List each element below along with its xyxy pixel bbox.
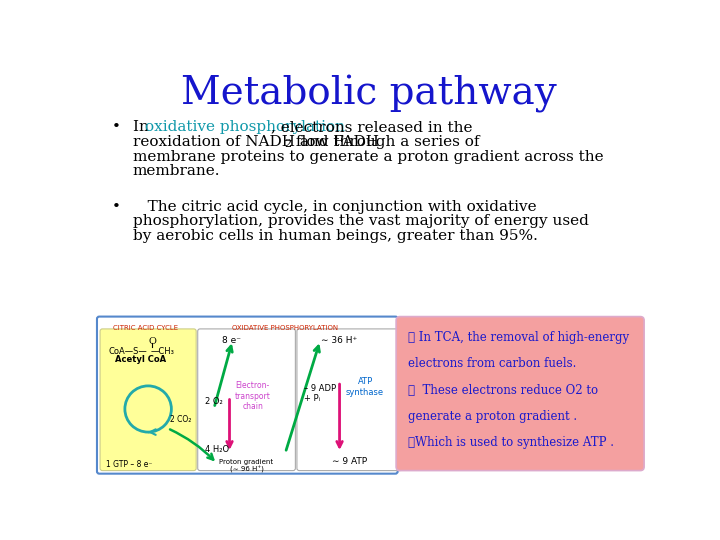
- Text: CITRIC ACID CYCLE: CITRIC ACID CYCLE: [113, 325, 179, 331]
- Text: oxidative phosphorylation: oxidative phosphorylation: [145, 120, 345, 134]
- FancyBboxPatch shape: [100, 329, 196, 470]
- Text: ✓  These electrons reduce O2 to: ✓ These electrons reduce O2 to: [408, 383, 598, 396]
- Text: flow through a series of: flow through a series of: [291, 135, 480, 149]
- Text: reoxidation of NADH and FADH: reoxidation of NADH and FADH: [132, 135, 379, 149]
- Text: Acetyl CoA: Acetyl CoA: [114, 355, 166, 364]
- Text: In: In: [132, 120, 153, 134]
- FancyBboxPatch shape: [396, 316, 644, 470]
- Text: 1 GTP – 8 e⁻: 1 GTP – 8 e⁻: [107, 460, 153, 469]
- Text: •: •: [112, 120, 120, 134]
- Text: Electron-
transport
chain: Electron- transport chain: [235, 381, 271, 411]
- Text: O: O: [149, 338, 157, 346]
- Text: membrane proteins to generate a proton gradient across the: membrane proteins to generate a proton g…: [132, 150, 603, 164]
- Text: – 9 ADP
+ Pᵢ: – 9 ADP + Pᵢ: [304, 383, 336, 403]
- Text: electrons from carbon fuels.: electrons from carbon fuels.: [408, 357, 576, 370]
- Text: CoA—S—: CoA—S—: [109, 347, 148, 356]
- Text: —CH₃: —CH₃: [150, 347, 174, 356]
- Text: ✓ In TCA, the removal of high-energy: ✓ In TCA, the removal of high-energy: [408, 331, 629, 344]
- Text: membrane.: membrane.: [132, 164, 220, 178]
- Text: OXIDATIVE PHOSPHORYLATION: OXIDATIVE PHOSPHORYLATION: [233, 325, 338, 331]
- Text: 2: 2: [284, 139, 292, 150]
- FancyBboxPatch shape: [297, 329, 402, 470]
- Text: Proton gradient
(∼ 96 H⁺): Proton gradient (∼ 96 H⁺): [220, 459, 274, 474]
- FancyBboxPatch shape: [97, 316, 397, 474]
- FancyBboxPatch shape: [198, 329, 295, 470]
- Text: •: •: [112, 200, 120, 213]
- Text: generate a proton gradient .: generate a proton gradient .: [408, 410, 577, 423]
- Text: by aerobic cells in human beings, greater than 95%.: by aerobic cells in human beings, greate…: [132, 229, 538, 243]
- Text: ∼ 9 ATP: ∼ 9 ATP: [332, 457, 367, 465]
- Text: ✓Which is used to synthesize ATP .: ✓Which is used to synthesize ATP .: [408, 436, 613, 449]
- Text: ATP
synthase: ATP synthase: [346, 377, 384, 397]
- Text: 4 H₂O: 4 H₂O: [204, 445, 229, 454]
- Text: 2 O₂: 2 O₂: [204, 397, 222, 406]
- Text: The citric acid cycle, in conjunction with oxidative: The citric acid cycle, in conjunction wi…: [132, 200, 536, 213]
- Text: phosphorylation, provides the vast majority of energy used: phosphorylation, provides the vast major…: [132, 214, 588, 228]
- Text: ∼ 36 H⁺: ∼ 36 H⁺: [321, 336, 357, 345]
- Text: , electrons released in the: , electrons released in the: [271, 120, 472, 134]
- Text: 8 e⁻: 8 e⁻: [222, 336, 240, 345]
- Text: Metabolic pathway: Metabolic pathway: [181, 75, 557, 113]
- Text: 2 CO₂: 2 CO₂: [170, 415, 192, 424]
